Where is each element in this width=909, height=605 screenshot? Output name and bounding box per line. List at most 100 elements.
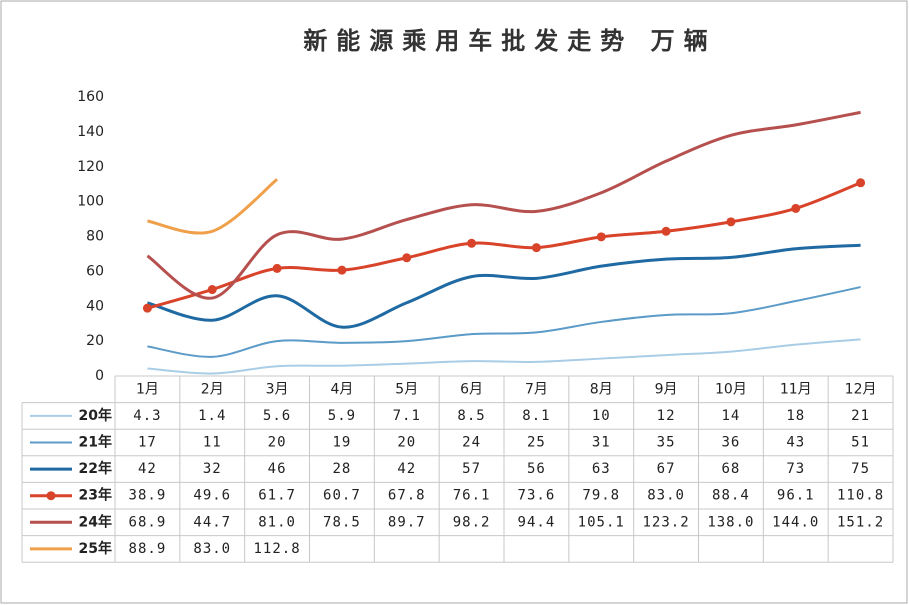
y-tick-label: 40: [86, 298, 104, 314]
table-cell: 42: [138, 461, 157, 477]
series-line: [147, 338, 861, 375]
table-cell: 51: [851, 435, 870, 451]
x-tick-label: 3月: [266, 381, 289, 397]
legend-label: 24年: [79, 513, 112, 530]
y-tick-label: 140: [77, 124, 104, 140]
table-cell: 112.8: [254, 541, 301, 557]
table-cell: 11: [203, 435, 222, 451]
table-cell: 63: [592, 461, 611, 477]
table-cell: 24: [462, 435, 481, 451]
x-tick-label: 9月: [655, 381, 678, 397]
table-cell: 38.9: [129, 488, 167, 504]
y-tick-label: 100: [77, 194, 104, 210]
table-cell: 18: [786, 408, 805, 424]
legend-marker: [46, 491, 56, 501]
y-tick-label: 20: [86, 333, 104, 349]
table-cell: 67: [657, 461, 676, 477]
table-cell: 73: [786, 461, 805, 477]
marker: [467, 238, 477, 248]
marker: [337, 265, 347, 275]
x-tick-label: 7月: [525, 381, 548, 397]
table-cell: 17: [138, 435, 157, 451]
series-line: [146, 243, 861, 329]
marker: [856, 178, 866, 188]
marker: [531, 243, 541, 253]
table-cell: 43: [786, 435, 805, 451]
table-cell: 4.3: [133, 408, 161, 424]
table-cell: 96.1: [777, 488, 815, 504]
table-cell: 81.0: [258, 514, 296, 530]
series-line: [147, 286, 861, 358]
marker: [272, 263, 282, 273]
table-cell: 79.8: [582, 488, 620, 504]
series-line: [147, 181, 862, 310]
legend-label: 20年: [79, 407, 112, 424]
table-cell: 20: [268, 435, 287, 451]
table-cell: 83.0: [193, 541, 231, 557]
table-cell: 76.1: [453, 488, 491, 504]
marker: [596, 232, 606, 242]
table-cell: 49.6: [193, 488, 231, 504]
table-cell: 151.2: [837, 514, 884, 530]
marker: [207, 285, 217, 295]
table-cell: 28: [332, 461, 351, 477]
table-cell: 138.0: [707, 514, 754, 530]
table-cell: 98.2: [453, 514, 491, 530]
x-tick-label: 10月: [715, 381, 747, 397]
legend-label: 22年: [79, 460, 112, 477]
table-cell: 36: [721, 435, 740, 451]
table-cell: 44.7: [193, 514, 231, 530]
table-cell: 60.7: [323, 488, 361, 504]
table-cell: 25: [527, 435, 546, 451]
marker: [402, 253, 412, 263]
marker: [661, 226, 671, 236]
table-cell: 144.0: [772, 514, 819, 530]
x-tick-label: 8月: [590, 381, 613, 397]
table-cell: 5.9: [328, 408, 356, 424]
table-cell: 8.1: [522, 408, 550, 424]
table-cell: 68.9: [129, 514, 167, 530]
table-cell: 57: [462, 461, 481, 477]
x-tick-label: 6月: [460, 381, 483, 397]
table-cell: 20: [397, 435, 416, 451]
table-cell: 46: [268, 461, 287, 477]
x-tick-label: 2月: [201, 381, 224, 397]
x-tick-label: 11月: [780, 381, 812, 397]
table-cell: 1.4: [198, 408, 226, 424]
y-tick-label: 60: [86, 263, 104, 279]
x-tick-label: 12月: [845, 381, 877, 397]
legend-label: 25年: [79, 540, 112, 557]
table-cell: 88.9: [129, 541, 167, 557]
table-cell: 73.6: [518, 488, 556, 504]
series-line: [147, 178, 279, 235]
table-cell: 78.5: [323, 514, 361, 530]
table-cell: 5.6: [263, 408, 291, 424]
x-tick-label: 5月: [395, 381, 418, 397]
table-cell: 56: [527, 461, 546, 477]
table-cell: 42: [397, 461, 416, 477]
table-cell: 123.2: [643, 514, 690, 530]
table-cell: 68: [721, 461, 740, 477]
table-cell: 31: [592, 435, 611, 451]
legend-label: 23年: [79, 487, 112, 504]
table-cell: 94.4: [518, 514, 556, 530]
table-cell: 88.4: [712, 488, 750, 504]
table-cell: 61.7: [258, 488, 296, 504]
table-cell: 83.0: [647, 488, 685, 504]
marker: [791, 203, 801, 213]
y-tick-label: 160: [77, 89, 104, 105]
y-tick-label: 80: [86, 229, 104, 245]
table-cell: 21: [851, 408, 870, 424]
legend-label: 21年: [79, 434, 112, 451]
table-cell: 35: [657, 435, 676, 451]
marker: [726, 217, 736, 227]
table-cell: 67.8: [388, 488, 426, 504]
table-cell: 14: [721, 408, 740, 424]
table-cell: 10: [592, 408, 611, 424]
table-cell: 110.8: [837, 488, 884, 504]
y-tick-label: 120: [77, 159, 104, 175]
chart-title: 新能源乘用车批发走势 万辆: [303, 27, 716, 55]
table-cell: 75: [851, 461, 870, 477]
